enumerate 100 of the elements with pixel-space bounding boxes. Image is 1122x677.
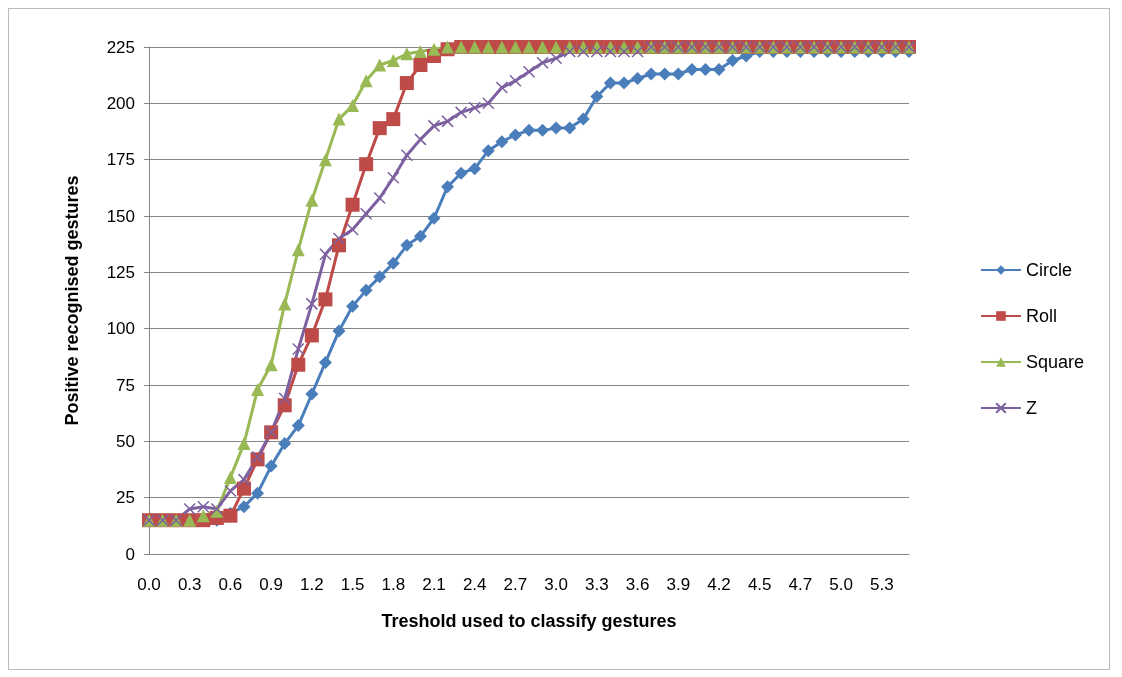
- x-tick-label: 2.7: [503, 575, 528, 594]
- point: [318, 153, 332, 167]
- point: [291, 419, 305, 433]
- point: [183, 502, 196, 516]
- point: [346, 299, 360, 313]
- legend-label: Square: [1025, 352, 1084, 372]
- point: [522, 65, 536, 79]
- point: [196, 509, 210, 523]
- point: [549, 52, 563, 65]
- point: [482, 97, 495, 110]
- point: [441, 180, 455, 194]
- legend-label: Z: [1025, 398, 1037, 418]
- point: [495, 135, 509, 149]
- point: [264, 358, 278, 372]
- y-tick-label: 100: [106, 319, 135, 339]
- point: [509, 74, 522, 88]
- point: [278, 392, 291, 405]
- point: [604, 45, 617, 58]
- point: [468, 101, 481, 115]
- point: [658, 67, 672, 81]
- point: [237, 500, 251, 514]
- point: [603, 76, 617, 90]
- point: [305, 297, 319, 311]
- point: [373, 191, 386, 205]
- y-tick-label: 50: [116, 431, 135, 451]
- point: [454, 106, 468, 119]
- point: [251, 486, 265, 500]
- point: [373, 58, 387, 72]
- point: [631, 45, 644, 58]
- x-tick-label: 4.7: [788, 575, 813, 594]
- y-tick-label: 0: [125, 544, 135, 564]
- point: [454, 166, 468, 180]
- x-tick-label: 0.9: [259, 575, 283, 594]
- x-tick-label: 1.5: [340, 575, 365, 594]
- point: [522, 123, 536, 137]
- point: [332, 112, 346, 126]
- y-axis-title: Positive recognised gestures: [62, 175, 82, 426]
- x-tick-label: 0.3: [177, 575, 202, 594]
- point: [536, 56, 549, 70]
- point: [359, 283, 373, 297]
- point: [386, 54, 400, 68]
- y-tick-label: 225: [106, 37, 135, 57]
- point: [468, 162, 482, 176]
- y-tick-label: 150: [106, 206, 135, 226]
- point: [305, 193, 319, 207]
- point: [400, 148, 414, 162]
- point: [278, 297, 292, 311]
- point: [373, 270, 387, 284]
- x-tick-label: 3.6: [625, 575, 650, 594]
- x-tick-label: 3.9: [666, 575, 691, 594]
- point: [631, 72, 645, 86]
- x-tick-label: 4.5: [747, 575, 772, 594]
- point: [292, 342, 305, 356]
- point: [318, 355, 332, 369]
- point: [387, 171, 400, 184]
- point: [577, 45, 590, 58]
- point: [304, 328, 319, 343]
- point: [224, 484, 237, 498]
- point: [563, 121, 577, 135]
- point: [332, 232, 346, 245]
- point: [549, 121, 563, 135]
- point: [563, 45, 576, 58]
- x-tick-label: 2.1: [422, 575, 446, 594]
- point: [400, 47, 414, 61]
- point: [319, 248, 332, 261]
- point: [685, 63, 699, 77]
- point: [495, 81, 509, 94]
- y-tick-label: 25: [116, 488, 135, 508]
- point: [413, 229, 427, 243]
- x-axis-title: Treshold used to classify gestures: [381, 611, 677, 631]
- point: [576, 112, 590, 126]
- point: [251, 383, 265, 397]
- point: [413, 45, 427, 59]
- point: [291, 357, 306, 372]
- point: [413, 58, 428, 73]
- point: [590, 90, 604, 104]
- point: [264, 459, 278, 473]
- point: [332, 324, 346, 338]
- point: [671, 67, 685, 81]
- y-tick-label: 125: [106, 262, 135, 282]
- point: [346, 99, 360, 113]
- point: [726, 54, 740, 68]
- x-tick-label: 1.8: [381, 575, 406, 594]
- point: [237, 481, 251, 496]
- point: [400, 238, 414, 252]
- y-tick-label: 200: [106, 93, 135, 113]
- point: [359, 74, 373, 88]
- point: [617, 76, 631, 90]
- point: [441, 115, 454, 128]
- point: [278, 437, 292, 451]
- x-tick-label: 5.0: [829, 575, 853, 594]
- x-tick-label: 0.6: [218, 575, 243, 594]
- point: [712, 63, 726, 77]
- point: [359, 157, 374, 172]
- point: [386, 112, 401, 127]
- y-tick-label: 175: [106, 150, 135, 170]
- point: [427, 211, 441, 225]
- point: [536, 123, 550, 137]
- x-tick-label: 4.2: [707, 575, 731, 594]
- point: [318, 292, 333, 307]
